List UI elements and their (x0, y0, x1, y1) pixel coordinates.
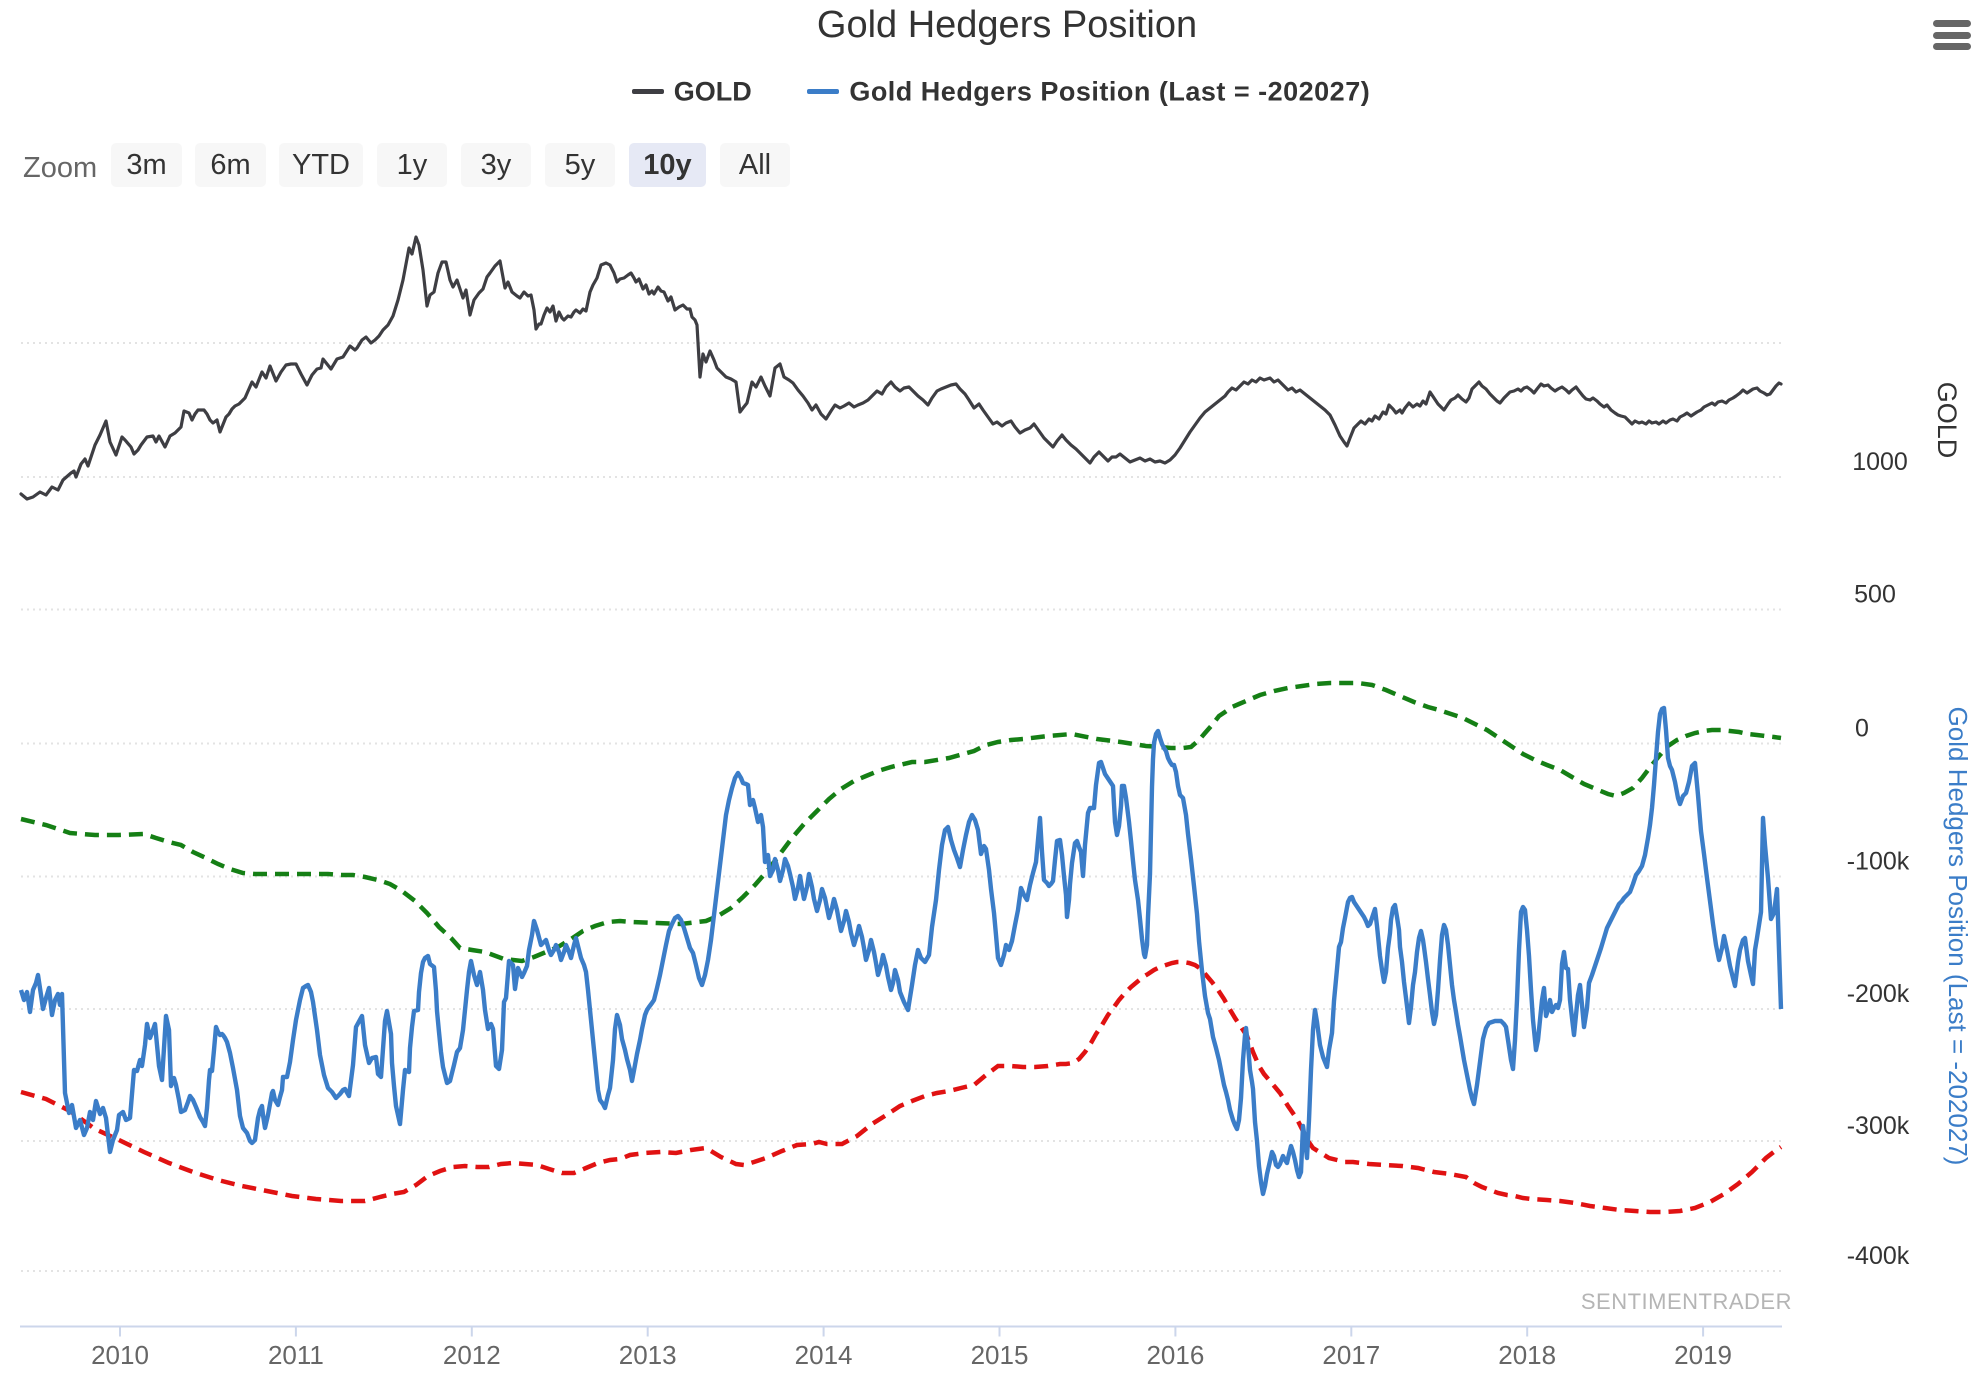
svg-text:-100k: -100k (1847, 848, 1910, 876)
svg-text:2014: 2014 (795, 1340, 853, 1370)
svg-text:2013: 2013 (619, 1340, 677, 1370)
svg-text:2015: 2015 (971, 1340, 1029, 1370)
svg-text:GOLD: GOLD (1932, 382, 1962, 459)
svg-text:1000: 1000 (1852, 448, 1908, 476)
svg-text:0: 0 (1855, 715, 1869, 743)
svg-text:2019: 2019 (1674, 1340, 1732, 1370)
svg-text:-200k: -200k (1847, 980, 1910, 1008)
svg-text:-300k: -300k (1847, 1112, 1910, 1140)
svg-text:500: 500 (1854, 581, 1896, 609)
svg-text:2016: 2016 (1146, 1340, 1204, 1370)
svg-text:2011: 2011 (268, 1340, 324, 1370)
svg-text:SENTIMENTRADER: SENTIMENTRADER (1581, 1289, 1792, 1314)
svg-text:Gold Hedgers Position (Last =: Gold Hedgers Position (Last = -202027) (1943, 707, 1973, 1166)
svg-text:-400k: -400k (1847, 1242, 1910, 1270)
svg-text:2018: 2018 (1498, 1340, 1556, 1370)
svg-text:2012: 2012 (443, 1340, 501, 1370)
svg-text:2010: 2010 (91, 1340, 149, 1370)
svg-text:2017: 2017 (1322, 1340, 1380, 1370)
